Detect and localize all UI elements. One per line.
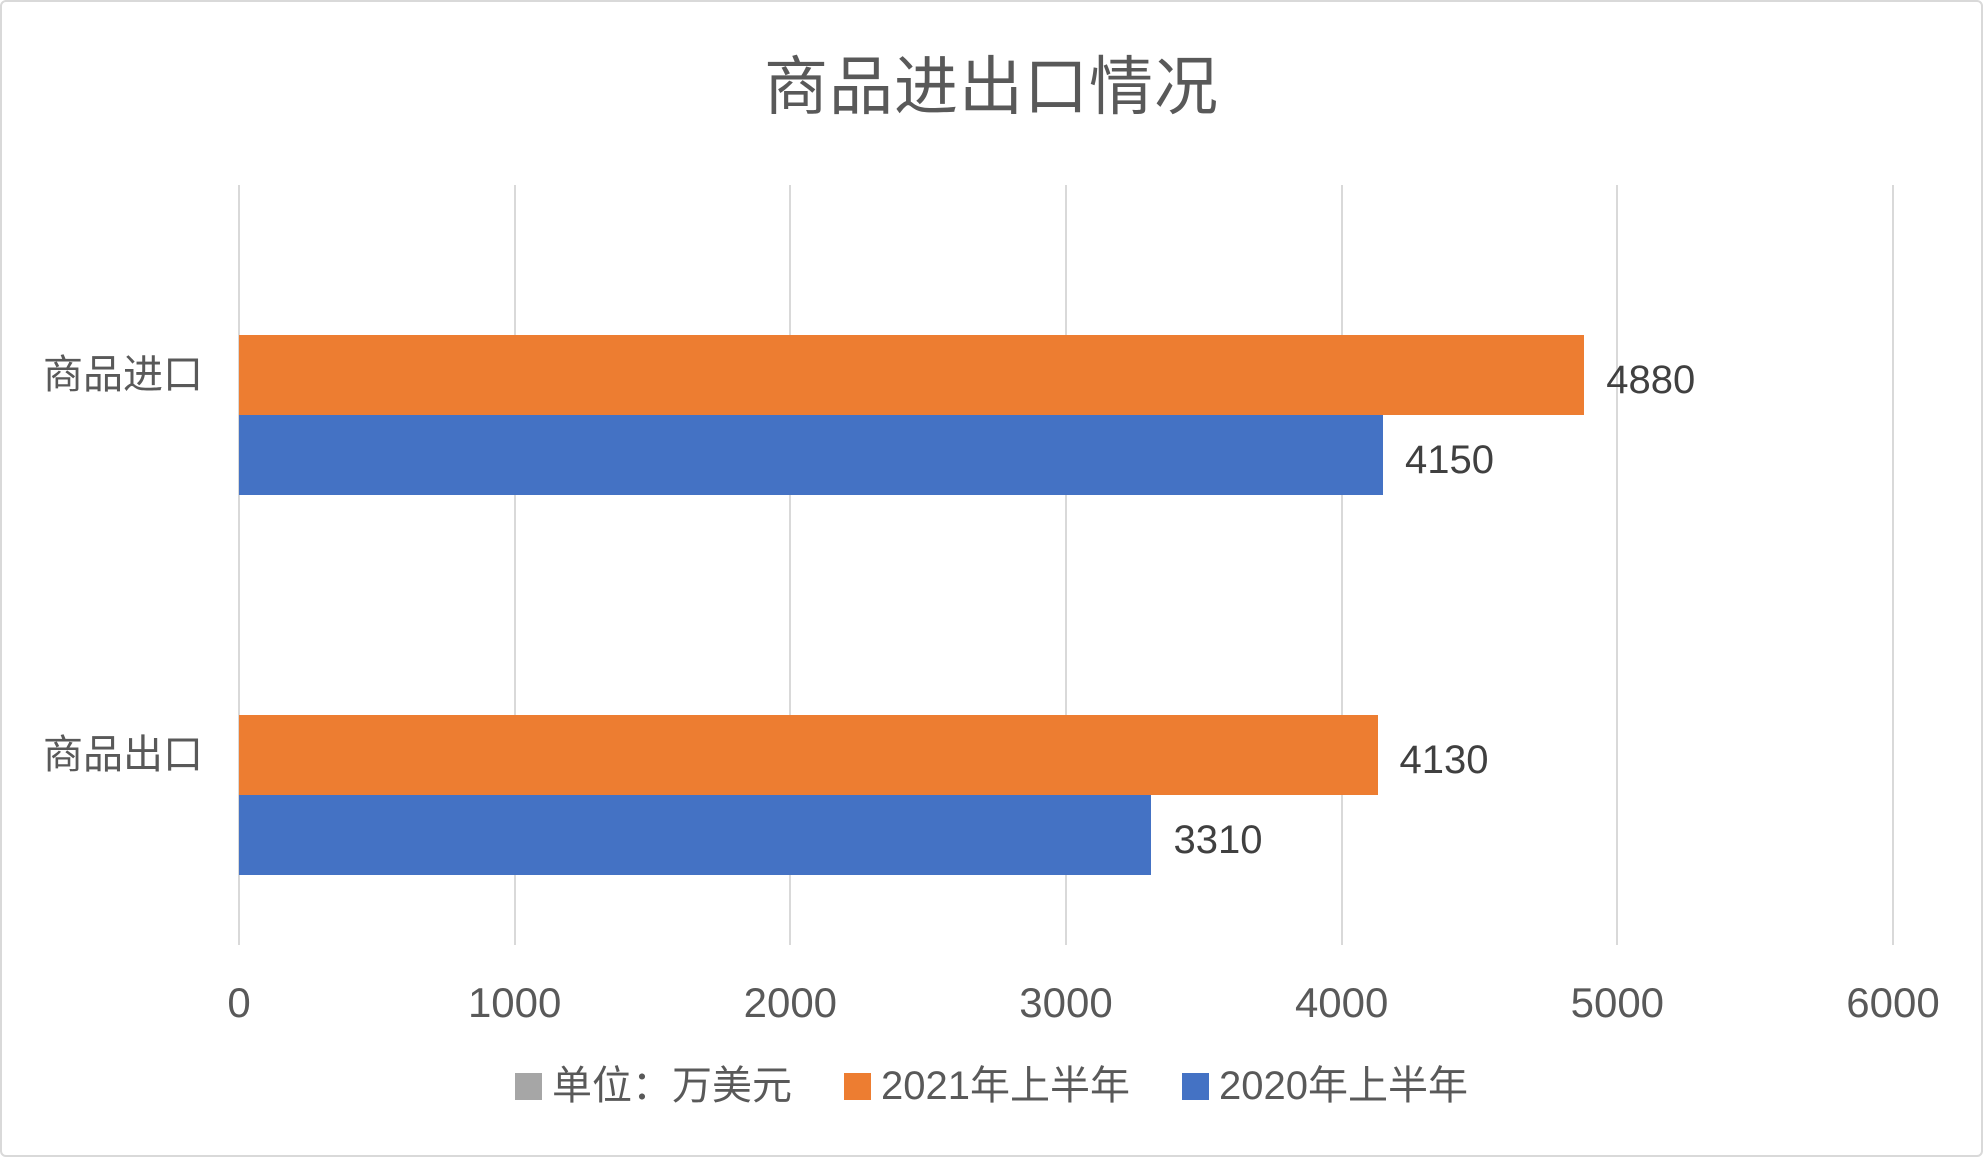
category-axis-label: 商品出口 <box>43 733 203 777</box>
x-axis-tick-label: 0 <box>227 979 251 1026</box>
data-label: 4150 <box>1405 438 1494 482</box>
legend-item[interactable]: 单位：万美元 <box>515 1064 792 1108</box>
legend-swatch-icon <box>515 1072 543 1100</box>
x-axis-tick-label: 1000 <box>467 979 562 1026</box>
x-axis-tick-label: 4000 <box>1294 979 1389 1026</box>
chart-title: 商品进出口情况 <box>764 51 1219 123</box>
legend-label: 2020年上半年 <box>1219 1064 1468 1108</box>
x-axis-tick-label: 5000 <box>1570 979 1665 1026</box>
gridline <box>1065 185 1067 945</box>
gridline <box>1892 185 1894 945</box>
data-label: 4130 <box>1399 738 1489 782</box>
gridline <box>1616 185 1619 945</box>
legend-label: 2021年上半年 <box>881 1064 1130 1108</box>
legend-swatch-icon <box>1182 1072 1209 1100</box>
gridline <box>238 185 240 945</box>
gridline <box>1340 185 1343 945</box>
data-label: 3310 <box>1173 818 1263 862</box>
category-axis-label: 商品进口 <box>43 353 203 397</box>
gridline <box>513 185 516 945</box>
legend-item[interactable]: 2021年上半年 <box>844 1064 1130 1108</box>
x-axis-tick-label: 6000 <box>1846 979 1940 1026</box>
bar-2020年上半年-商品进口[interactable] <box>239 415 1384 495</box>
legend-label: 单位：万美元 <box>552 1064 793 1108</box>
legend-item[interactable]: 2020年上半年 <box>1182 1064 1468 1108</box>
bar-2021年上半年-商品进口[interactable] <box>239 335 1585 415</box>
bar-2021年上半年-商品出口[interactable] <box>239 715 1378 795</box>
x-axis-tick-label: 2000 <box>743 979 838 1026</box>
bar-2020年上半年-商品出口[interactable] <box>239 795 1152 875</box>
data-label: 4880 <box>1606 358 1696 402</box>
legend: 单位：万美元 2021年上半年 2020年上半年 <box>2 1064 1981 1108</box>
legend-swatch-icon <box>844 1072 872 1100</box>
gridline <box>789 185 792 945</box>
x-axis-tick-label: 3000 <box>1019 979 1113 1026</box>
